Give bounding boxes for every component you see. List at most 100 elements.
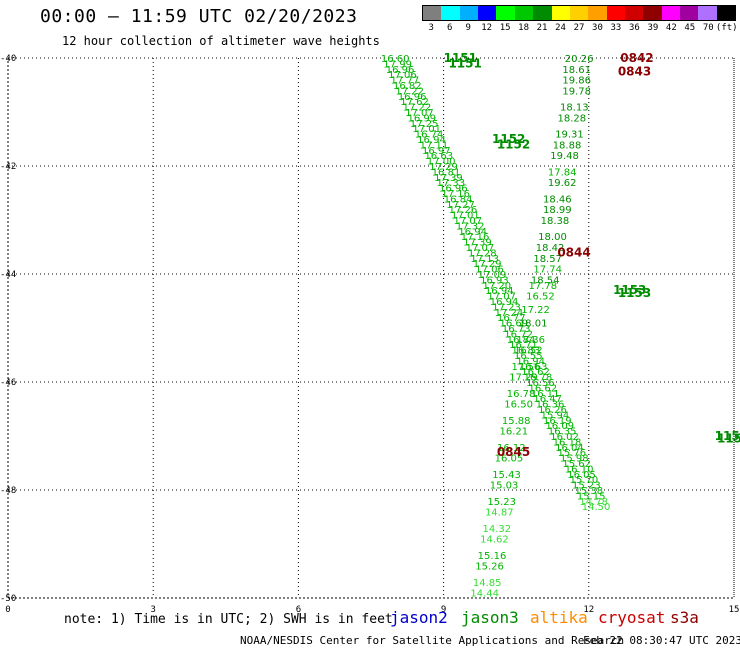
wave-height-label: 17.16 (441, 189, 470, 200)
wave-height-label: 14.32 (483, 524, 512, 535)
pass-time-label: 1152 (497, 137, 530, 151)
x-tick-label: 0 (5, 605, 10, 615)
color-scale-label: 39 (647, 23, 659, 33)
color-scale-labels: 3 6 9 12 15 18 21 24 27 30 33 36 39 42 45 70 (ft) (422, 21, 738, 33)
wave-height-label: 17.09 (478, 270, 507, 281)
wave-height-label: 16.10 (565, 464, 594, 475)
wave-height-label: 19.78 (562, 86, 591, 97)
color-scale-label: 70 (702, 23, 714, 33)
wave-height-label: 16.05 (567, 470, 596, 481)
mission-jason2: jason2 (390, 608, 448, 627)
wave-height-label: 17.06 (388, 70, 417, 81)
y-tick-label: -42 (0, 162, 16, 172)
wave-height-label: 16.73 (502, 324, 531, 335)
wave-height-label: 17.39 (434, 173, 463, 184)
wave-height-label: 16.96 (386, 65, 415, 76)
wave-height-label: 16.72 (504, 329, 533, 340)
x-tick-label: 12 (583, 605, 594, 615)
pass-time-label: 1151 (448, 56, 481, 70)
wave-height-label: 15.70 (570, 475, 599, 486)
wave-height-label: 18.00 (538, 232, 567, 243)
wave-height-label: 16.97 (422, 146, 451, 157)
wave-height-label: 16.94 (417, 135, 446, 146)
color-scale-label: 36 (628, 23, 640, 33)
color-swatch (716, 6, 736, 20)
wave-height-label: 16.69 (499, 319, 528, 330)
wave-height-label: 17.27 (446, 200, 475, 211)
y-tick-label: -44 (0, 270, 16, 280)
x-tick-label: 9 (441, 605, 446, 615)
color-swatch (643, 6, 662, 20)
wave-height-label: 14.78 (579, 497, 608, 508)
wave-height-label: 16.96 (398, 92, 427, 103)
wave-height-label: 19.48 (550, 151, 579, 162)
wave-height-label: 16.78 (507, 389, 536, 400)
wave-height-label: 16.36 (536, 400, 565, 411)
wave-height-label: 17.56 (512, 362, 541, 373)
chart-subtitle: 12 hour collection of altimeter wave hei… (62, 34, 380, 48)
color-scale-label: 9 (465, 23, 471, 33)
wave-height-label: 17.26 (449, 205, 478, 216)
color-swatch (459, 6, 479, 20)
pass-time-label: 0842 (620, 51, 653, 65)
wave-height-label: 18.54 (531, 275, 560, 286)
wave-height-label: 16.47 (533, 394, 562, 405)
x-tick-label: 15 (729, 605, 740, 615)
color-swatch (588, 6, 607, 20)
wave-height-label: 18.88 (553, 140, 582, 151)
wave-height-label: 19.31 (555, 130, 584, 141)
wave-height-label: 15.43 (492, 470, 521, 481)
pass-time-label: 1154 (715, 429, 740, 443)
wave-height-label: 16.26 (538, 405, 567, 416)
wave-height-label: 17.22 (395, 86, 424, 97)
mission-altika: altika (530, 608, 588, 627)
color-swatch (680, 6, 699, 20)
pass-time-label: 0843 (618, 65, 651, 79)
wave-height-label: 16.62 (521, 367, 550, 378)
color-swatch (698, 6, 717, 20)
wave-height-label: 16.84 (507, 335, 536, 346)
wave-height-label: 14.50 (582, 502, 611, 513)
wave-height-label: 16.52 (526, 292, 555, 303)
wave-height-label: 15.62 (562, 459, 591, 470)
color-scale-label: 6 (446, 23, 453, 33)
wave-height-label: 14.44 (470, 589, 499, 600)
wave-height-label: 17.32 (456, 221, 485, 232)
wave-height-label: 17.84 (548, 167, 577, 178)
wave-height-label: 17.11 (420, 140, 449, 151)
color-scale-label: 30 (592, 23, 603, 33)
wave-height-label: 16.12 (497, 443, 526, 454)
wave-height-label: 16.77 (497, 313, 526, 324)
color-scale-label: 24 (555, 23, 566, 33)
wave-height-label: 17.20 (483, 281, 512, 292)
wave-height-label: 17.33 (437, 178, 466, 189)
wave-height-label: 16.63 (519, 362, 548, 373)
color-scale: 3 6 9 12 15 18 21 24 27 30 33 36 39 42 45 70 (ft) (422, 5, 738, 33)
color-scale-label: 21 (536, 23, 548, 33)
wave-height-label: 15.88 (502, 416, 531, 427)
wave-height-label: 16.55 (514, 351, 543, 362)
color-swatch (551, 6, 570, 20)
color-scale-label: 33 (610, 23, 622, 33)
wave-height-label: 16.04 (555, 443, 584, 454)
wave-height-label: 17.29 (509, 373, 538, 384)
color-swatch (441, 6, 460, 20)
pass-time-label: 1151 (444, 51, 477, 65)
wave-height-label: 16.71 (509, 340, 538, 351)
wave-height-label: 18.99 (543, 205, 572, 216)
wave-height-label: 15.26 (475, 562, 504, 573)
pass-time-label: 0844 (557, 245, 590, 259)
wave-height-label: 16.78 (524, 373, 553, 384)
mission-cryosat: cryosat (598, 608, 666, 627)
wave-height-label: 17.77 (391, 76, 420, 87)
wave-height-label: 17.78 (528, 281, 557, 292)
wave-height-label: 17.13 (470, 254, 499, 265)
wave-height-label: 18.42 (536, 243, 565, 254)
footnote: note: 1) Time is in UTC; 2) SWH is in fe… (64, 612, 393, 627)
color-scale-swatches (422, 5, 736, 21)
wave-height-label: 17.00 (427, 157, 456, 168)
wave-height-label: 16.96 (439, 184, 468, 195)
wave-height-label: 17.06 (475, 265, 504, 276)
plot-frame (7, 57, 735, 599)
wave-height-label: 15.94 (541, 410, 570, 421)
